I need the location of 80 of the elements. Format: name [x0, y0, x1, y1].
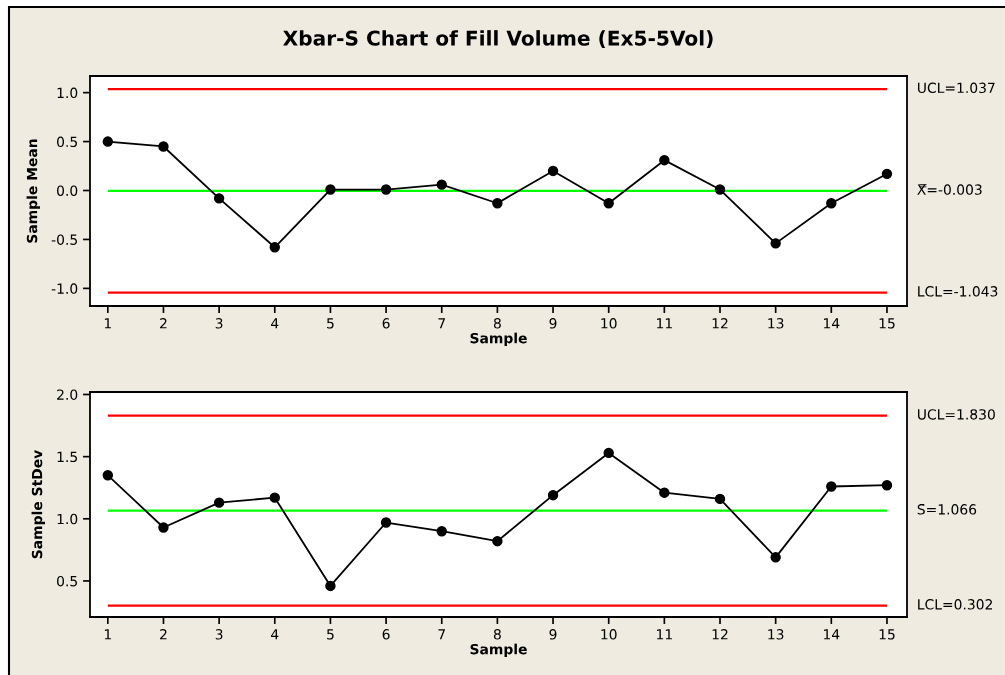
point: [603, 198, 614, 209]
point: [547, 489, 559, 501]
point: [269, 242, 280, 253]
x-tick-label: 9: [549, 629, 557, 640]
x-tick-label: 7: [438, 629, 445, 640]
point: [436, 526, 447, 537]
y-axis-title: Sample StDev: [31, 449, 45, 559]
point: [102, 470, 114, 481]
y-tick-label: -1.0: [51, 283, 78, 294]
x-tick-label: 6: [382, 318, 390, 329]
x-tick-label: 12: [712, 629, 728, 640]
point: [603, 447, 614, 459]
point: [213, 193, 225, 204]
point: [770, 238, 781, 249]
ref-line-label: UCL=1.830: [918, 409, 995, 420]
ref-line-label: LCL=0.302: [918, 599, 992, 610]
x-tick-label: 15: [879, 318, 895, 329]
point: [714, 493, 726, 505]
x-tick-label: 10: [601, 318, 617, 329]
y-axis-title: Sample Mean: [26, 139, 40, 243]
point: [659, 487, 670, 498]
point: [492, 198, 503, 209]
y-tick-label: 0.0: [57, 185, 78, 196]
x-tick-label: 3: [215, 318, 223, 329]
point: [826, 481, 837, 492]
x-tick-label: 14: [824, 629, 840, 640]
point: [325, 184, 336, 195]
point: [659, 154, 670, 166]
point: [826, 198, 837, 209]
x-tick-label: 13: [768, 629, 784, 640]
x-axis-title: Sample: [470, 332, 527, 347]
x-tick-label: 11: [657, 629, 672, 640]
x-tick-label: 5: [327, 629, 334, 640]
point: [714, 184, 726, 195]
x-tick-label: 4: [271, 318, 279, 329]
ref-line-label: LCL=-1.043: [918, 286, 998, 297]
x-tick-label: 6: [382, 629, 390, 640]
y-tick-label: 2.0: [57, 389, 78, 400]
point: [770, 552, 781, 563]
point: [492, 535, 503, 547]
point: [380, 184, 392, 195]
point: [881, 480, 893, 491]
point: [547, 165, 559, 177]
x-tick-label: 3: [215, 629, 223, 640]
x-tick-label: 9: [549, 318, 557, 329]
x-tick-label: 13: [768, 318, 784, 329]
x-tick-label: 12: [712, 318, 728, 329]
y-tick-label: 0.5: [57, 575, 77, 587]
x-tick-label: 8: [493, 629, 501, 640]
x-tick-label: 1: [104, 318, 111, 329]
ref-line-label: X̿=-0.003: [917, 184, 982, 195]
y-tick-label: 1.5: [57, 451, 77, 463]
point: [436, 179, 447, 190]
y-tick-label: 0.5: [57, 136, 77, 148]
ref-line-label: UCL=1.037: [918, 82, 995, 94]
x-tick-label: 5: [327, 318, 334, 329]
x-tick-label: 2: [160, 629, 167, 640]
x-tick-label: 15: [879, 629, 895, 640]
x-axis-title: Sample: [470, 643, 527, 658]
point: [158, 141, 169, 152]
chart-title: Xbar-S Chart of Fill Volume (Ex5-5Vol): [283, 30, 713, 49]
point: [269, 492, 280, 503]
x-tick-label: 1: [104, 629, 111, 640]
point: [325, 580, 336, 592]
x-tick-label: 2: [160, 318, 167, 329]
y-tick-label: -0.5: [51, 234, 77, 245]
y-tick-label: 1.0: [57, 87, 78, 99]
x-tick-label: 7: [438, 318, 445, 329]
ref-line-label: S̄=1.066: [917, 504, 977, 515]
point: [158, 522, 169, 533]
x-tick-label: 14: [824, 318, 840, 329]
x-tick-label: 4: [271, 629, 279, 640]
x-tick-label: 10: [601, 629, 617, 640]
y-tick-label: 1.0: [57, 513, 78, 525]
point: [380, 517, 392, 528]
point: [213, 497, 225, 508]
x-tick-label: 8: [493, 318, 501, 329]
x-tick-label: 11: [657, 318, 672, 329]
point: [102, 136, 114, 147]
point: [881, 168, 893, 180]
